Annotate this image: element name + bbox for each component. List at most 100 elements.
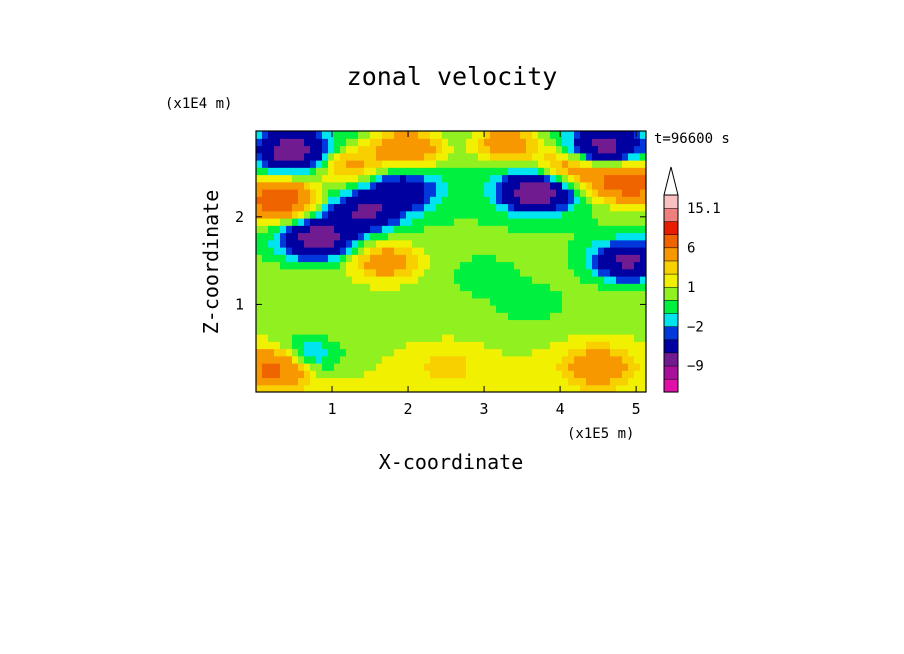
field-cell	[292, 370, 299, 379]
field-cell	[286, 312, 293, 321]
field-cell	[298, 203, 305, 212]
field-cell	[466, 160, 473, 168]
field-cell	[304, 218, 311, 226]
field-cell	[310, 239, 317, 248]
field-cell	[418, 196, 425, 205]
field-cell	[538, 363, 545, 371]
field-cell	[502, 297, 509, 306]
field-cell	[370, 377, 377, 386]
field-cell	[382, 370, 389, 379]
field-cell	[442, 297, 449, 306]
x-tick-label: 4	[556, 400, 565, 418]
field-cell	[412, 239, 419, 248]
field-cell	[286, 232, 293, 241]
field-cell	[478, 239, 485, 248]
field-cell	[610, 239, 617, 248]
field-cell	[496, 181, 503, 190]
field-cell	[496, 290, 503, 299]
field-cell	[370, 189, 377, 197]
field-cell	[586, 254, 593, 263]
field-cell	[424, 160, 431, 168]
field-cell	[478, 283, 485, 292]
field-cell	[580, 152, 587, 161]
field-cell	[310, 152, 317, 161]
field-cell	[286, 283, 293, 292]
field-cell	[472, 145, 479, 154]
field-cell	[412, 355, 419, 364]
field-cell	[430, 326, 437, 335]
y-tick-label: 2	[235, 208, 244, 226]
field-cell	[304, 210, 311, 219]
field-cell	[526, 145, 533, 154]
field-cell	[406, 152, 413, 161]
field-cell	[580, 203, 587, 212]
field-cell	[370, 348, 377, 357]
field-cell	[358, 254, 365, 263]
field-cell	[568, 290, 575, 299]
field-cell	[514, 174, 521, 183]
field-cell	[262, 160, 269, 168]
field-cell	[484, 181, 491, 190]
field-cell	[268, 203, 275, 212]
field-cell	[424, 384, 431, 392]
field-cell	[286, 341, 293, 350]
field-cell	[274, 232, 281, 241]
field-cell	[466, 377, 473, 386]
field-cell	[508, 225, 515, 234]
field-cell	[304, 196, 311, 205]
field-cell	[616, 268, 623, 277]
field-cell	[490, 138, 497, 147]
field-cell	[406, 319, 413, 328]
field-cell	[394, 196, 401, 205]
field-cell	[304, 189, 311, 197]
field-cell	[634, 138, 641, 147]
field-cell	[448, 152, 455, 161]
field-cell	[406, 218, 413, 226]
field-cell	[604, 355, 611, 364]
field-cell	[640, 326, 646, 335]
field-cell	[376, 384, 383, 392]
field-cell	[382, 312, 389, 321]
field-cell	[490, 232, 497, 241]
field-cell	[490, 334, 497, 342]
field-cell	[556, 138, 563, 147]
field-cell	[610, 276, 617, 284]
field-cell	[598, 152, 605, 161]
field-cell	[400, 218, 407, 226]
field-cell	[442, 181, 449, 190]
field-cell	[256, 268, 263, 277]
field-cell	[502, 210, 509, 219]
field-cell	[334, 276, 341, 284]
field-cell	[298, 225, 305, 234]
field-cell	[430, 174, 437, 183]
field-cell	[442, 247, 449, 255]
field-cell	[598, 218, 605, 226]
field-cell	[466, 152, 473, 161]
field-cell	[448, 326, 455, 335]
field-cell	[526, 319, 533, 328]
field-cell	[538, 370, 545, 379]
field-cell	[442, 363, 449, 371]
field-cell	[508, 239, 515, 248]
field-cell	[592, 341, 599, 350]
field-cell	[610, 167, 617, 176]
field-cell	[496, 268, 503, 277]
field-cell	[352, 305, 359, 313]
field-cell	[346, 210, 353, 219]
field-cell	[268, 268, 275, 277]
field-cell	[334, 232, 341, 241]
field-cell	[430, 131, 437, 139]
field-cell	[400, 312, 407, 321]
field-cell	[322, 363, 329, 371]
field-cell	[478, 160, 485, 168]
field-cell	[268, 131, 275, 139]
field-cell	[418, 152, 425, 161]
field-cell	[340, 261, 347, 270]
field-cell	[370, 138, 377, 147]
field-cell	[592, 290, 599, 299]
field-cell	[490, 131, 497, 139]
field-cell	[424, 276, 431, 284]
field-cell	[382, 254, 389, 263]
field-cell	[310, 218, 317, 226]
field-cell	[472, 377, 479, 386]
